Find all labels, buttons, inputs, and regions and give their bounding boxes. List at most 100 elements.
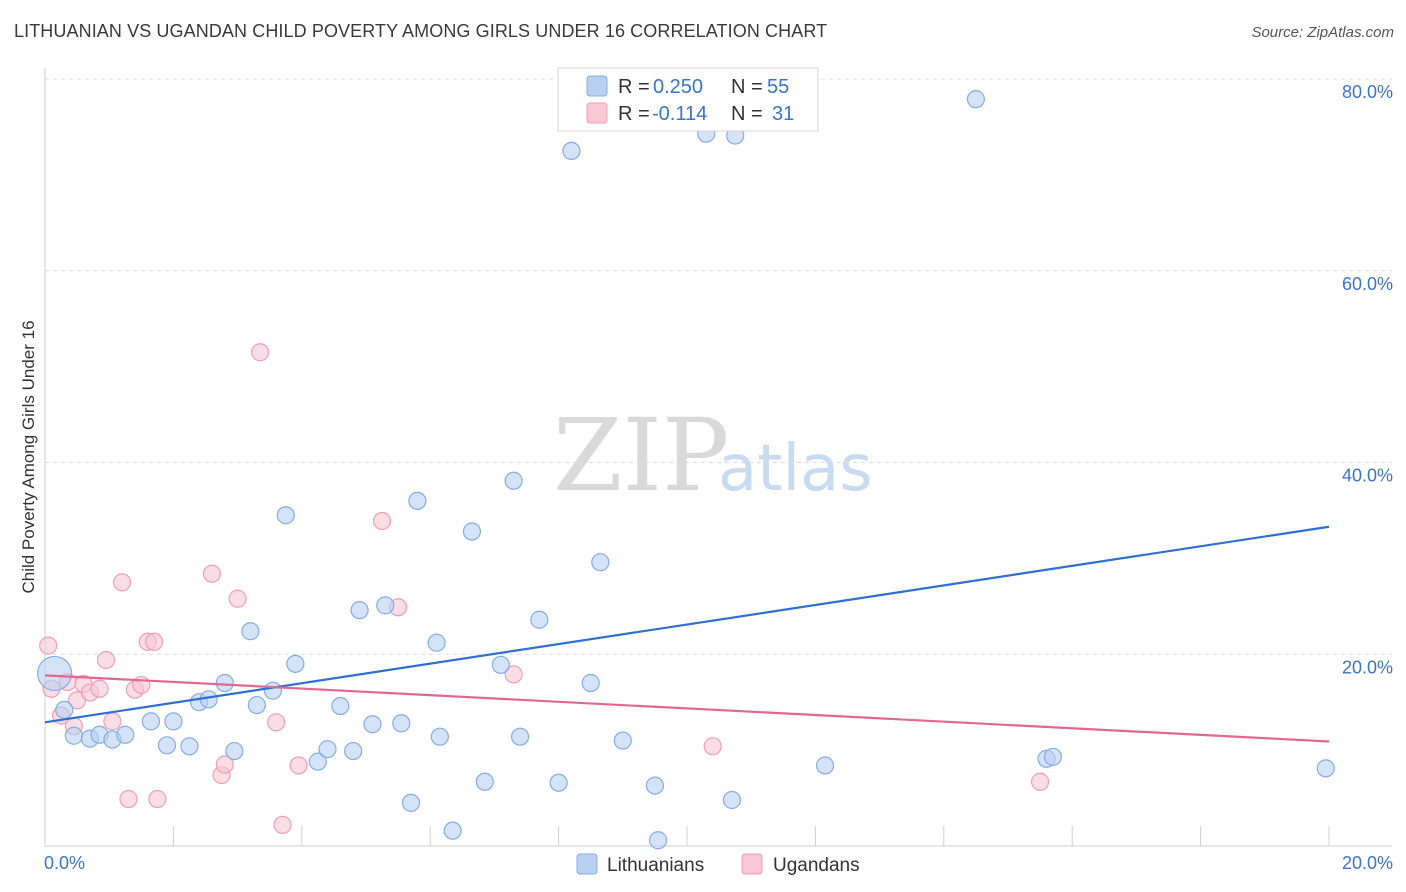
- lithuanian-point: [350, 601, 369, 620]
- lithuanian-point: [581, 673, 600, 693]
- lithuanian-point: [966, 90, 986, 109]
- lithuanian-point: [1316, 759, 1335, 778]
- y-tick-label-40: 40.0%: [1342, 466, 1393, 486]
- ugandan-point: [273, 815, 292, 835]
- ugandan-point: [103, 712, 122, 731]
- watermark-atlas: atlas: [718, 432, 873, 506]
- lithuanian-point: [475, 772, 494, 791]
- ugandan-point: [703, 737, 722, 756]
- lithuanian-point: [64, 726, 83, 745]
- ugandan-point: [39, 636, 58, 655]
- lithuanian-point: [37, 655, 73, 692]
- lithuanian-point: [591, 553, 610, 572]
- y-tick-label-20: 20.0%: [1342, 657, 1393, 677]
- ugandan-point: [289, 756, 308, 775]
- lithuanian-point: [363, 715, 382, 734]
- ugandan-point: [148, 789, 167, 809]
- lithuanian-point: [1043, 747, 1063, 766]
- x-ticks: [172, 826, 1330, 846]
- legend-r-value-lithuanians: 0.250: [653, 76, 703, 98]
- lithuanian-point: [286, 654, 305, 673]
- lithuanian-point: [491, 655, 510, 674]
- lithuanian-point: [180, 737, 199, 756]
- legend-n-label-ugandans: N =: [731, 103, 763, 125]
- lithuanian-point: [164, 712, 183, 731]
- lithuanian-point: [157, 736, 177, 755]
- lithuanian-point: [241, 622, 260, 641]
- lithuanian-point: [613, 731, 632, 750]
- lithuanian-point: [462, 522, 482, 541]
- lithuanians-points: [37, 90, 1335, 850]
- x-tick-label-max: 20.0%: [1342, 853, 1393, 873]
- watermark-zip: ZIP: [553, 397, 729, 514]
- bottom-legend-lithuanians-swatch: [576, 853, 598, 875]
- lithuanian-point: [562, 141, 581, 161]
- lithuanian-point: [510, 727, 530, 746]
- lithuanian-trend-line: [44, 525, 1330, 724]
- legend-n-value-ugandans: 31: [772, 103, 794, 125]
- source-label: Source: ZipAtlas.com: [1251, 24, 1394, 41]
- lithuanian-point: [263, 681, 283, 700]
- lithuanian-point: [141, 712, 161, 731]
- series-legend: Lithuanians Ugandans: [576, 853, 860, 876]
- legend-r-label-lithuanians: R =: [618, 76, 650, 98]
- lithuanian-point: [815, 756, 835, 775]
- ugandans-points: [39, 343, 1050, 835]
- watermark: ZIP atlas: [553, 397, 873, 514]
- lithuanian-point: [504, 471, 523, 490]
- chart-title: LITHUANIAN VS UGANDAN CHILD POVERTY AMON…: [14, 21, 828, 41]
- lithuanian-point: [443, 821, 462, 840]
- ugandan-point: [1030, 772, 1050, 791]
- ugandans-swatch: [586, 102, 608, 124]
- grid: [45, 78, 1392, 655]
- lithuanian-point: [549, 773, 568, 792]
- ugandan-point: [504, 665, 523, 684]
- stats-legend: R = 0.250 N = 55 R = -0.114 N = 31: [557, 67, 819, 132]
- lithuanian-point: [308, 752, 327, 771]
- y-tick-labels: 20.0% 40.0% 60.0% 80.0%: [1342, 82, 1393, 677]
- ugandan-point: [250, 343, 270, 362]
- lithuanian-point: [392, 714, 411, 733]
- lithuanian-point: [376, 596, 395, 615]
- bottom-legend-ugandans-label: Ugandans: [773, 855, 860, 876]
- lithuanian-point: [430, 727, 449, 746]
- lithuanian-point: [55, 700, 74, 719]
- axes: [44, 68, 1392, 847]
- lithuanian-point: [530, 610, 549, 629]
- lithuanian-point: [344, 741, 363, 761]
- lithuanian-point: [215, 673, 234, 693]
- ugandan-point: [215, 755, 234, 774]
- y-tick-label-80: 80.0%: [1342, 82, 1393, 102]
- lithuanian-point: [645, 776, 665, 795]
- ugandan-point: [96, 650, 116, 670]
- ugandan-point: [112, 573, 132, 592]
- lithuanian-point: [318, 740, 337, 759]
- legend-n-value-lithuanians: 55: [767, 76, 789, 98]
- ugandan-point: [267, 713, 286, 732]
- legend-r-value-ugandans: -0.114: [652, 103, 707, 125]
- y-axis-label: Child Poverty Among Girls Under 16: [19, 320, 38, 593]
- lithuanian-point: [401, 793, 421, 812]
- lithuanian-point: [225, 741, 244, 761]
- ugandan-point: [372, 511, 392, 531]
- lithuanian-point: [276, 506, 295, 525]
- ugandan-point: [145, 632, 164, 651]
- lithuanian-point: [331, 696, 350, 716]
- lithuanian-point: [247, 695, 266, 715]
- y-tick-label-60: 60.0%: [1342, 274, 1393, 294]
- ugandan-trend-line: [44, 674, 1330, 743]
- lithuanian-point: [116, 725, 135, 744]
- x-tick-label-min: 0.0%: [44, 853, 85, 873]
- lithuanians-swatch: [586, 75, 608, 97]
- legend-r-label-ugandans: R =: [618, 103, 650, 125]
- bottom-legend-lithuanians-label: Lithuanians: [607, 855, 704, 876]
- legend-n-label-lithuanians: N =: [731, 76, 763, 98]
- ugandan-point: [202, 564, 222, 583]
- lithuanian-point: [649, 831, 668, 850]
- bottom-legend-ugandans-swatch: [741, 853, 763, 875]
- lithuanian-point: [408, 491, 427, 510]
- ugandan-point: [90, 679, 109, 698]
- trend-lines: [44, 525, 1330, 743]
- lithuanian-point: [427, 633, 446, 652]
